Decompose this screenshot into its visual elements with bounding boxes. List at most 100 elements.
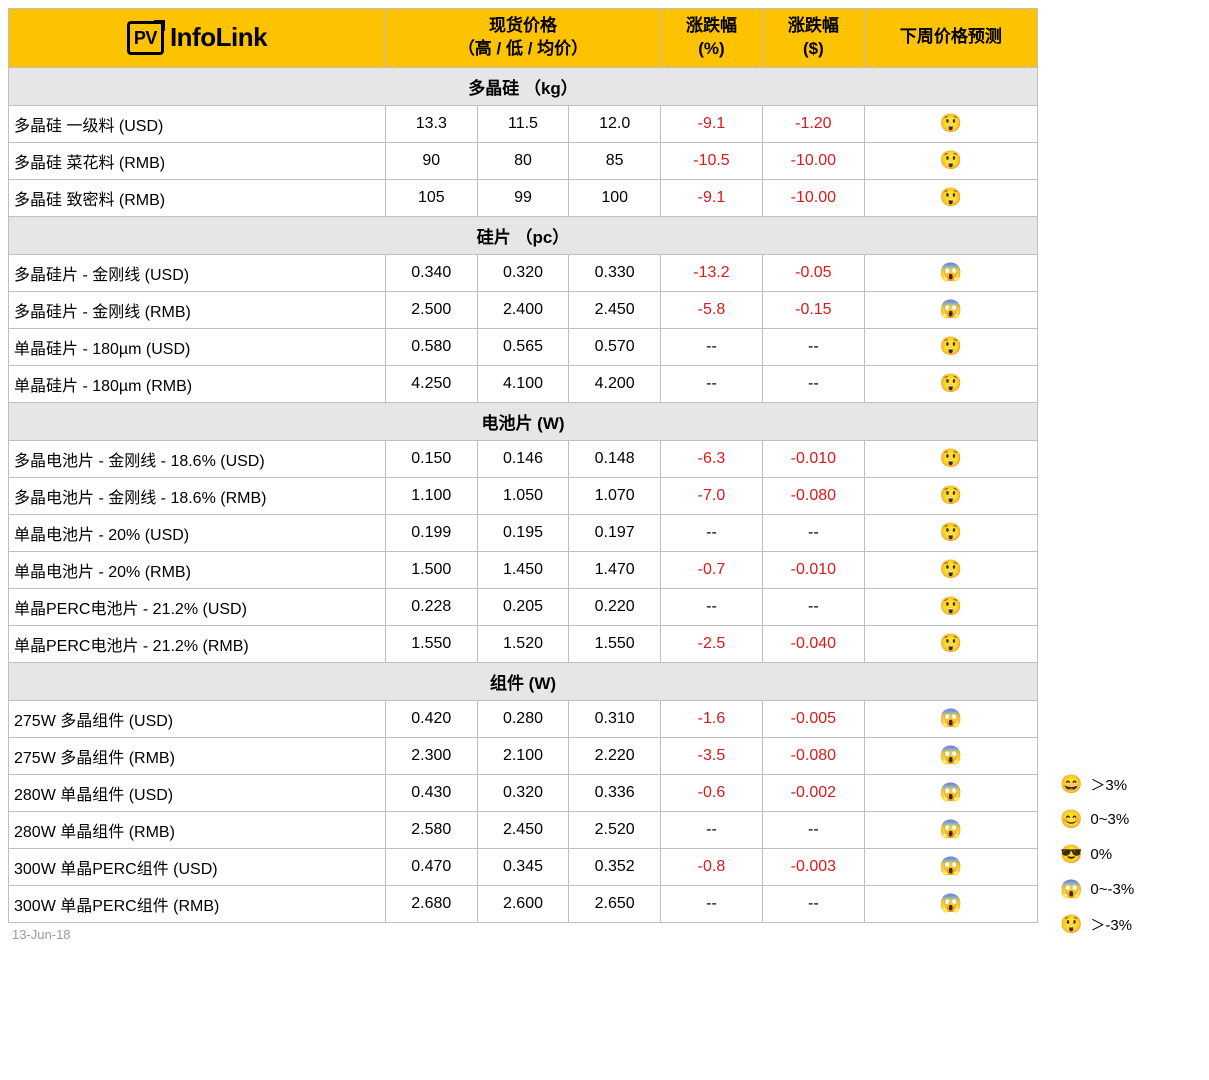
section-title: 硅片 （pc） [9,216,1038,254]
legend-icon: 😲 [1056,907,1086,942]
section-title: 组件 (W) [9,662,1038,700]
row-label: 单晶硅片 - 180µm (RMB) [9,365,386,402]
header-change-pct-l2: (%) [698,39,724,58]
row-label: 280W 单晶组件 (USD) [9,774,386,811]
row-low: 11.5 [477,105,569,142]
row-high: 0.150 [385,440,477,477]
row-change-dol: -0.005 [762,700,864,737]
row-change-dol: -- [762,365,864,402]
row-label: 单晶PERC电池片 - 21.2% (RMB) [9,625,386,662]
row-change-pct: -0.6 [661,774,763,811]
row-avg: 100 [569,179,661,216]
row-avg: 2.520 [569,811,661,848]
brand-name: InfoLink [170,20,267,55]
row-change-pct: -- [661,328,763,365]
row-forecast-icon: 😲 [864,588,1037,625]
row-low: 2.600 [477,885,569,922]
footer-date: 13-Jun-18 [12,927,1038,942]
row-change-pct: -- [661,365,763,402]
header-change-pct: 涨跌幅 (%) [661,9,763,68]
table-row: 单晶电池片 - 20% (RMB)1.5001.4501.470-0.7-0.0… [9,551,1038,588]
legend-item: 😊0~3% [1056,802,1138,837]
header-change-pct-l1: 涨跌幅 [686,16,737,35]
brand-logo-cell: PV InfoLink [9,9,386,68]
table-row: 单晶硅片 - 180µm (RMB)4.2504.1004.200----😲 [9,365,1038,402]
row-change-dol: -0.080 [762,737,864,774]
row-label: 单晶PERC电池片 - 21.2% (USD) [9,588,386,625]
row-change-dol: -- [762,328,864,365]
row-forecast-icon: 😱 [864,700,1037,737]
price-table-body: 多晶硅 （kg）多晶硅 一级料 (USD)13.311.512.0-9.1-1.… [9,67,1038,922]
row-forecast-icon: 😲 [864,365,1037,402]
row-high: 0.430 [385,774,477,811]
row-change-pct: -6.3 [661,440,763,477]
row-low: 1.450 [477,551,569,588]
row-label: 280W 单晶组件 (RMB) [9,811,386,848]
row-avg: 0.197 [569,514,661,551]
table-row: 单晶PERC电池片 - 21.2% (USD)0.2280.2050.220--… [9,588,1038,625]
legend-text: 0~3% [1086,802,1138,837]
legend-text: ＞-3% [1086,907,1138,942]
table-row: 单晶PERC电池片 - 21.2% (RMB)1.5501.5201.550-2… [9,625,1038,662]
section-title: 多晶硅 （kg） [9,67,1038,105]
row-forecast-icon: 😲 [864,551,1037,588]
row-low: 0.146 [477,440,569,477]
row-low: 0.320 [477,254,569,291]
row-label: 275W 多晶组件 (USD) [9,700,386,737]
row-label: 多晶硅片 - 金刚线 (USD) [9,254,386,291]
table-row: 多晶硅 一级料 (USD)13.311.512.0-9.1-1.20😲 [9,105,1038,142]
legend-icon: 😎 [1056,837,1086,872]
row-low: 1.520 [477,625,569,662]
section-header: 电池片 (W) [9,402,1038,440]
row-forecast-icon: 😲 [864,328,1037,365]
row-low: 0.345 [477,848,569,885]
table-row: 单晶硅片 - 180µm (USD)0.5800.5650.570----😲 [9,328,1038,365]
row-avg: 0.148 [569,440,661,477]
table-row: 多晶硅片 - 金刚线 (USD)0.3400.3200.330-13.2-0.0… [9,254,1038,291]
row-change-dol: -1.20 [762,105,864,142]
row-change-pct: -9.1 [661,105,763,142]
header-change-dol-l1: 涨跌幅 [788,16,839,35]
row-change-dol: -- [762,588,864,625]
table-row: 多晶硅 菜花料 (RMB)908085-10.5-10.00😲 [9,142,1038,179]
pv-badge-icon: PV [127,21,164,55]
row-label: 多晶电池片 - 金刚线 - 18.6% (USD) [9,440,386,477]
header-spot-price-l2: （高 / 低 / 均价） [458,39,588,58]
legend-item: 😲＞-3% [1056,907,1138,942]
row-change-pct: -7.0 [661,477,763,514]
header-change-dol: 涨跌幅 ($) [762,9,864,68]
row-forecast-icon: 😱 [864,811,1037,848]
row-label: 275W 多晶组件 (RMB) [9,737,386,774]
row-high: 0.228 [385,588,477,625]
row-change-pct: -0.7 [661,551,763,588]
row-forecast-icon: 😱 [864,774,1037,811]
table-row: 多晶硅 致密料 (RMB)10599100-9.1-10.00😲 [9,179,1038,216]
table-row: 300W 单晶PERC组件 (USD)0.4700.3450.352-0.8-0… [9,848,1038,885]
row-forecast-icon: 😱 [864,254,1037,291]
row-forecast-icon: 😱 [864,291,1037,328]
row-change-pct: -- [661,885,763,922]
row-label: 300W 单晶PERC组件 (RMB) [9,885,386,922]
legend-icon: 😱 [1056,872,1086,907]
row-avg: 0.220 [569,588,661,625]
row-change-pct: -3.5 [661,737,763,774]
row-avg: 0.330 [569,254,661,291]
row-high: 4.250 [385,365,477,402]
row-low: 2.100 [477,737,569,774]
row-low: 0.565 [477,328,569,365]
row-change-pct: -- [661,514,763,551]
row-avg: 12.0 [569,105,661,142]
table-row: 275W 多晶组件 (USD)0.4200.2800.310-1.6-0.005… [9,700,1038,737]
header-forecast: 下周价格预测 [864,9,1037,68]
table-row: 多晶电池片 - 金刚线 - 18.6% (RMB)1.1001.0501.070… [9,477,1038,514]
row-label: 多晶硅 致密料 (RMB) [9,179,386,216]
section-header: 硅片 （pc） [9,216,1038,254]
row-high: 2.300 [385,737,477,774]
row-change-dol: -10.00 [762,179,864,216]
table-row: 275W 多晶组件 (RMB)2.3002.1002.220-3.5-0.080… [9,737,1038,774]
row-change-dol: -0.003 [762,848,864,885]
row-high: 90 [385,142,477,179]
row-label: 多晶硅 菜花料 (RMB) [9,142,386,179]
row-forecast-icon: 😲 [864,625,1037,662]
row-forecast-icon: 😱 [864,848,1037,885]
